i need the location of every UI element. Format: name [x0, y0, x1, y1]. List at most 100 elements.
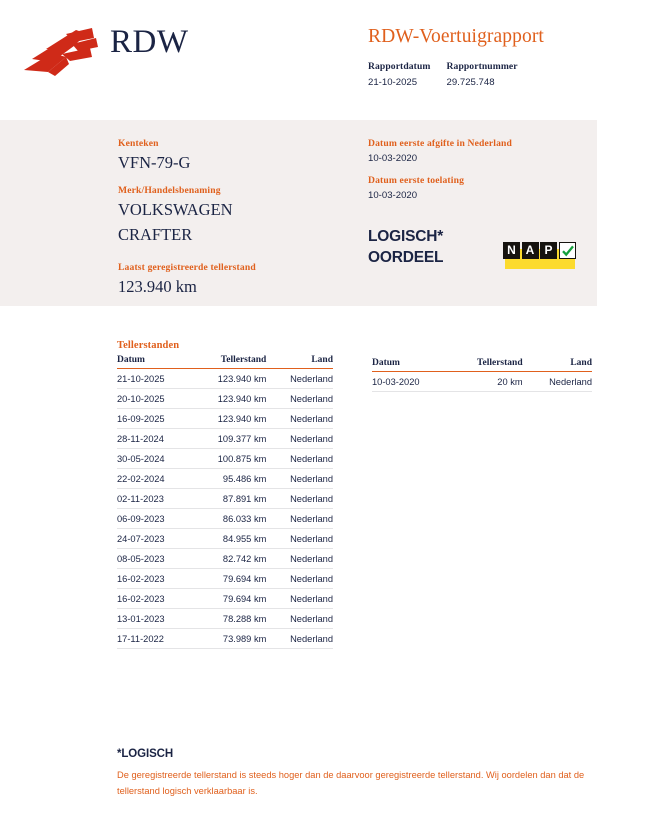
table-cell-date: 30-05-2024: [117, 448, 191, 469]
nap-letter-a: A: [521, 242, 539, 259]
report-header-block: RDW-Voertuigrapport Rapportdatum 21-10-2…: [368, 26, 544, 88]
table-cell-val: 82.742 km: [190, 548, 267, 569]
table-row: 24-07-2023 84.955 km Nederland: [117, 528, 333, 549]
report-number-label: Rapportnummer: [446, 61, 518, 72]
last-odometer-value: 123.940 km: [118, 277, 197, 297]
column-header-land: Land: [266, 355, 333, 369]
table-cell-land: Nederland: [266, 568, 333, 589]
table-row: 06-09-2023 86.033 km Nederland: [117, 508, 333, 529]
rdw-logo: RDW: [22, 18, 197, 80]
table-cell-land: Nederland: [266, 408, 333, 429]
odometer-table-secondary: Datum Tellerstand Land 10-03-2020 20 km Ne…: [372, 358, 592, 392]
page-header: RDW RDW-Voertuigrapport Rapportdatum 21-…: [0, 0, 661, 118]
footnote-text: De geregistreerde tellerstand is steeds …: [117, 770, 585, 797]
table-row: 10-03-2020 20 km Nederland: [372, 371, 592, 392]
table-cell-date: 17-11-2022: [117, 628, 191, 649]
table-cell-date: 24-07-2023: [117, 528, 191, 549]
vehicle-identity-column: Kenteken VFN-79-G Merk/Handelsbenaming V…: [118, 138, 368, 298]
column-header-value: Tellerstand: [190, 355, 267, 369]
table-cell-val: 87.891 km: [190, 488, 267, 509]
report-number-field: Rapportnummer 29.725.748: [447, 61, 518, 88]
verdict-block: LOGISCH* OORDEEL: [368, 227, 593, 268]
table-cell-land: Nederland: [266, 388, 333, 409]
table-cell-land: Nederland: [266, 488, 333, 509]
table-cell-date: 10-03-2020: [372, 371, 449, 392]
footnote: *LOGISCH De geregistreerde tellerstand i…: [117, 748, 597, 800]
report-title: RDW-Voertuigrapport: [368, 26, 544, 47]
odometer-table-body: 21-10-2025 123.940 km Nederland 20-10-2025 1…: [117, 368, 333, 649]
initial-reading-table: Datum Tellerstand Land 10-03-2020 20 km Ne…: [372, 358, 592, 392]
column-header-land: Land: [522, 358, 592, 372]
table-row: 16-09-2025 123.940 km Nederland: [117, 408, 333, 429]
table-cell-land: Nederland: [266, 548, 333, 569]
table-row: 13-01-2023 78.288 km Nederland: [117, 608, 333, 629]
table-cell-val: 109.377 km: [190, 428, 267, 449]
table-cell-val: 95.486 km: [190, 468, 267, 489]
table-row: 22-02-2024 95.486 km Nederland: [117, 468, 333, 489]
table-cell-val: 79.694 km: [190, 588, 267, 609]
kenteken-value: VFN-79-G: [118, 153, 191, 172]
vehicle-info-panel: Kenteken VFN-79-G Merk/Handelsbenaming V…: [0, 120, 597, 306]
table-cell-date: 08-05-2023: [117, 548, 191, 569]
table-row: 16-02-2023 79.694 km Nederland: [117, 568, 333, 589]
table-cell-date: 20-10-2025: [117, 388, 191, 409]
table-cell-land: Nederland: [266, 368, 333, 389]
nap-letter-p: P: [540, 242, 557, 259]
table-cell-date: 16-02-2023: [117, 568, 191, 589]
nap-letters: N A P: [503, 242, 576, 259]
kenteken-label: Kenteken: [118, 138, 159, 149]
table-row: 30-05-2024 100.875 km Nederland: [117, 448, 333, 469]
report-date-field: Rapportdatum 21-10-2025: [368, 61, 431, 88]
rdw-wordmark: RDW: [110, 24, 189, 60]
initial-reading-table-body: 10-03-2020 20 km Nederland: [372, 371, 592, 392]
table-cell-land: Nederland: [266, 468, 333, 489]
merk-value-line1: VOLKSWAGEN: [118, 199, 233, 219]
table-cell-val: 100.875 km: [190, 448, 267, 469]
table-cell-land: Nederland: [266, 528, 333, 549]
vehicle-dates-column: Datum eerste afgifte in Nederland 10-03-…: [368, 138, 593, 269]
table-cell-val: 84.955 km: [190, 528, 267, 549]
table-cell-val: 86.033 km: [190, 508, 267, 529]
table-header-row: Datum Tellerstand Land: [372, 358, 592, 372]
verdict-line-2: OORDEEL: [368, 248, 444, 266]
table-cell-date: 06-09-2023: [117, 508, 191, 529]
column-header-date: Datum: [117, 355, 191, 369]
table-cell-val: 20 km: [448, 371, 523, 392]
first-issue-date-value: 10-03-2020: [368, 153, 418, 164]
table-cell-date: 28-11-2024: [117, 428, 191, 449]
merk-value-line2: CRAFTER: [118, 224, 193, 244]
verdict-line-1: LOGISCH*: [368, 228, 444, 245]
table-cell-land: Nederland: [266, 628, 333, 649]
table-cell-date: 21-10-2025: [117, 368, 191, 389]
table-cell-val: 123.940 km: [190, 388, 267, 409]
report-date-value: 21-10-2025: [368, 77, 418, 88]
last-odometer-label: Laatst geregistreerde tellerstand: [118, 262, 256, 274]
column-header-date: Datum: [372, 358, 449, 372]
table-cell-land: Nederland: [266, 428, 333, 449]
report-meta: Rapportdatum 21-10-2025 Rapportnummer 29…: [368, 61, 544, 88]
table-header-row: Datum Tellerstand Land: [117, 355, 333, 369]
table-cell-val: 123.940 km: [190, 368, 267, 389]
table-cell-land: Nederland: [522, 371, 592, 392]
table-cell-date: 16-02-2023: [117, 588, 191, 609]
odometer-table-primary: Tellerstanden Datum Tellerstand Land 21-…: [117, 340, 333, 649]
check-icon: [558, 242, 576, 259]
table-cell-val: 79.694 km: [190, 568, 267, 589]
table-cell-date: 13-01-2023: [117, 608, 191, 629]
nap-letter-n: N: [503, 242, 520, 259]
column-header-value: Tellerstand: [448, 358, 523, 372]
table-row: 28-11-2024 109.377 km Nederland: [117, 428, 333, 449]
table-cell-land: Nederland: [266, 448, 333, 469]
table-row: 08-05-2023 82.742 km Nederland: [117, 548, 333, 569]
odometer-table-caption: Tellerstanden: [117, 340, 180, 351]
table-cell-date: 02-11-2023: [117, 488, 191, 509]
table-row: 20-10-2025 123.940 km Nederland: [117, 388, 333, 409]
first-admission-date-value: 10-03-2020: [368, 190, 418, 201]
rdw-arrow-logo: [22, 26, 100, 78]
footnote-title: *LOGISCH: [117, 748, 174, 760]
table-row: 02-11-2023 87.891 km Nederland: [117, 488, 333, 509]
table-cell-date: 22-02-2024: [117, 468, 191, 489]
table-row: 16-02-2023 79.694 km Nederland: [117, 588, 333, 609]
table-cell-land: Nederland: [266, 508, 333, 529]
report-number-value: 29.725.748: [446, 77, 495, 88]
